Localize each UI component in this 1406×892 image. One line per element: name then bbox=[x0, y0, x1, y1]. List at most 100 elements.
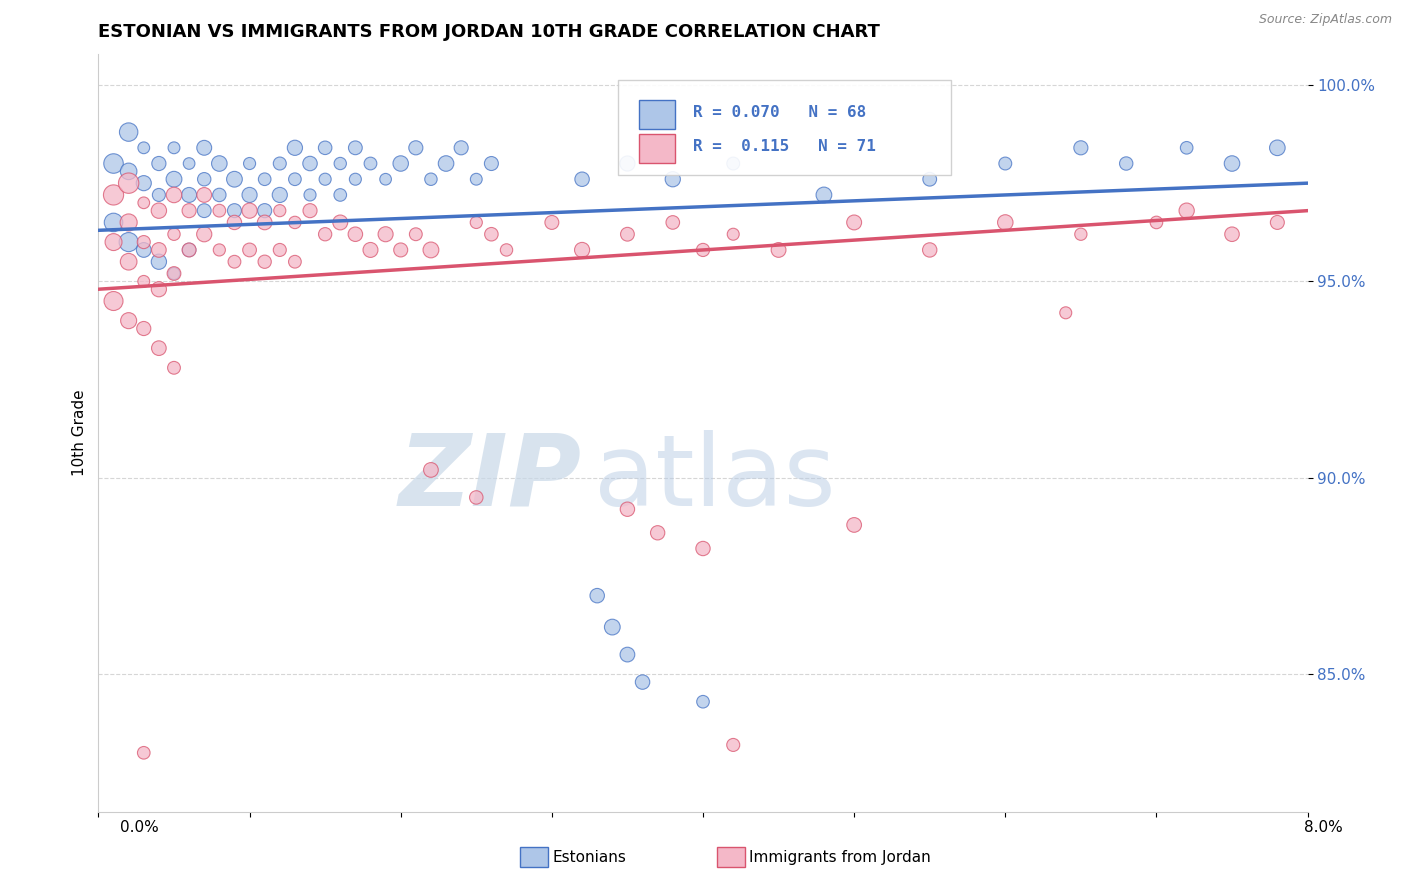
Point bbox=[208, 188, 231, 202]
Point bbox=[616, 156, 638, 170]
Point bbox=[103, 293, 125, 308]
Point bbox=[253, 203, 276, 218]
Point bbox=[284, 172, 307, 186]
Text: Immigrants from Jordan: Immigrants from Jordan bbox=[749, 850, 931, 864]
Point bbox=[420, 463, 443, 477]
Point bbox=[118, 254, 141, 268]
Point bbox=[540, 215, 562, 229]
Point bbox=[239, 203, 262, 218]
Point bbox=[374, 172, 396, 186]
Point bbox=[148, 243, 170, 257]
Point bbox=[299, 203, 322, 218]
Point bbox=[148, 254, 170, 268]
Point bbox=[269, 243, 291, 257]
Point bbox=[132, 195, 155, 210]
Point bbox=[344, 141, 367, 155]
Text: Estonians: Estonians bbox=[553, 850, 627, 864]
Text: ZIP: ZIP bbox=[399, 430, 582, 526]
Point bbox=[1115, 156, 1137, 170]
Point bbox=[1220, 156, 1243, 170]
Point bbox=[103, 188, 125, 202]
Point bbox=[616, 648, 638, 662]
Point bbox=[329, 156, 352, 170]
Point bbox=[103, 235, 125, 249]
Point bbox=[284, 254, 307, 268]
Text: Source: ZipAtlas.com: Source: ZipAtlas.com bbox=[1258, 13, 1392, 27]
Point bbox=[844, 215, 866, 229]
Text: 0.0%: 0.0% bbox=[120, 821, 159, 835]
Point bbox=[465, 491, 488, 505]
Point bbox=[224, 254, 246, 268]
Point bbox=[602, 620, 624, 634]
Point bbox=[193, 203, 215, 218]
Point bbox=[631, 675, 654, 690]
Point bbox=[344, 227, 367, 242]
Text: atlas: atlas bbox=[595, 430, 835, 526]
Point bbox=[269, 156, 291, 170]
Point bbox=[360, 243, 382, 257]
Point bbox=[148, 156, 170, 170]
Point bbox=[132, 141, 155, 155]
Point bbox=[1267, 141, 1289, 155]
Point bbox=[723, 156, 745, 170]
Point bbox=[163, 267, 186, 281]
Point bbox=[723, 227, 745, 242]
Point bbox=[647, 525, 669, 540]
Point bbox=[405, 141, 427, 155]
Point bbox=[253, 215, 276, 229]
Point bbox=[918, 243, 941, 257]
Point bbox=[1070, 227, 1092, 242]
Point bbox=[163, 172, 186, 186]
Point bbox=[224, 172, 246, 186]
Point bbox=[1175, 141, 1198, 155]
Point bbox=[692, 243, 714, 257]
Point bbox=[269, 188, 291, 202]
Point bbox=[132, 746, 155, 760]
Point bbox=[132, 243, 155, 257]
Point bbox=[148, 282, 170, 296]
Point bbox=[132, 176, 155, 190]
Point bbox=[813, 188, 835, 202]
Bar bbox=[638, 134, 675, 162]
Point bbox=[224, 203, 246, 218]
Point bbox=[481, 227, 503, 242]
Point bbox=[193, 172, 215, 186]
Text: R = 0.070   N = 68: R = 0.070 N = 68 bbox=[693, 105, 866, 120]
Text: 8.0%: 8.0% bbox=[1303, 821, 1343, 835]
Point bbox=[420, 243, 443, 257]
Point bbox=[994, 215, 1017, 229]
Point bbox=[420, 172, 443, 186]
Point bbox=[208, 203, 231, 218]
Point bbox=[314, 227, 336, 242]
Point bbox=[329, 188, 352, 202]
Point bbox=[586, 589, 609, 603]
Point bbox=[163, 141, 186, 155]
Point bbox=[571, 172, 593, 186]
Point bbox=[118, 313, 141, 327]
Point bbox=[1175, 203, 1198, 218]
Point bbox=[118, 176, 141, 190]
Point bbox=[314, 141, 336, 155]
Point bbox=[208, 243, 231, 257]
Point bbox=[132, 274, 155, 288]
Point bbox=[118, 215, 141, 229]
Point bbox=[661, 215, 683, 229]
Point bbox=[118, 235, 141, 249]
Point bbox=[1267, 215, 1289, 229]
Point bbox=[103, 215, 125, 229]
Point bbox=[299, 188, 322, 202]
Point bbox=[148, 188, 170, 202]
Point bbox=[179, 156, 201, 170]
Point bbox=[692, 695, 714, 709]
Point bbox=[239, 188, 262, 202]
Y-axis label: 10th Grade: 10th Grade bbox=[72, 389, 87, 476]
Point bbox=[163, 188, 186, 202]
Point bbox=[1070, 141, 1092, 155]
Point bbox=[193, 141, 215, 155]
Point bbox=[723, 738, 745, 752]
Point bbox=[239, 243, 262, 257]
Point bbox=[163, 227, 186, 242]
Point bbox=[389, 156, 412, 170]
Point bbox=[103, 156, 125, 170]
Point bbox=[163, 360, 186, 375]
